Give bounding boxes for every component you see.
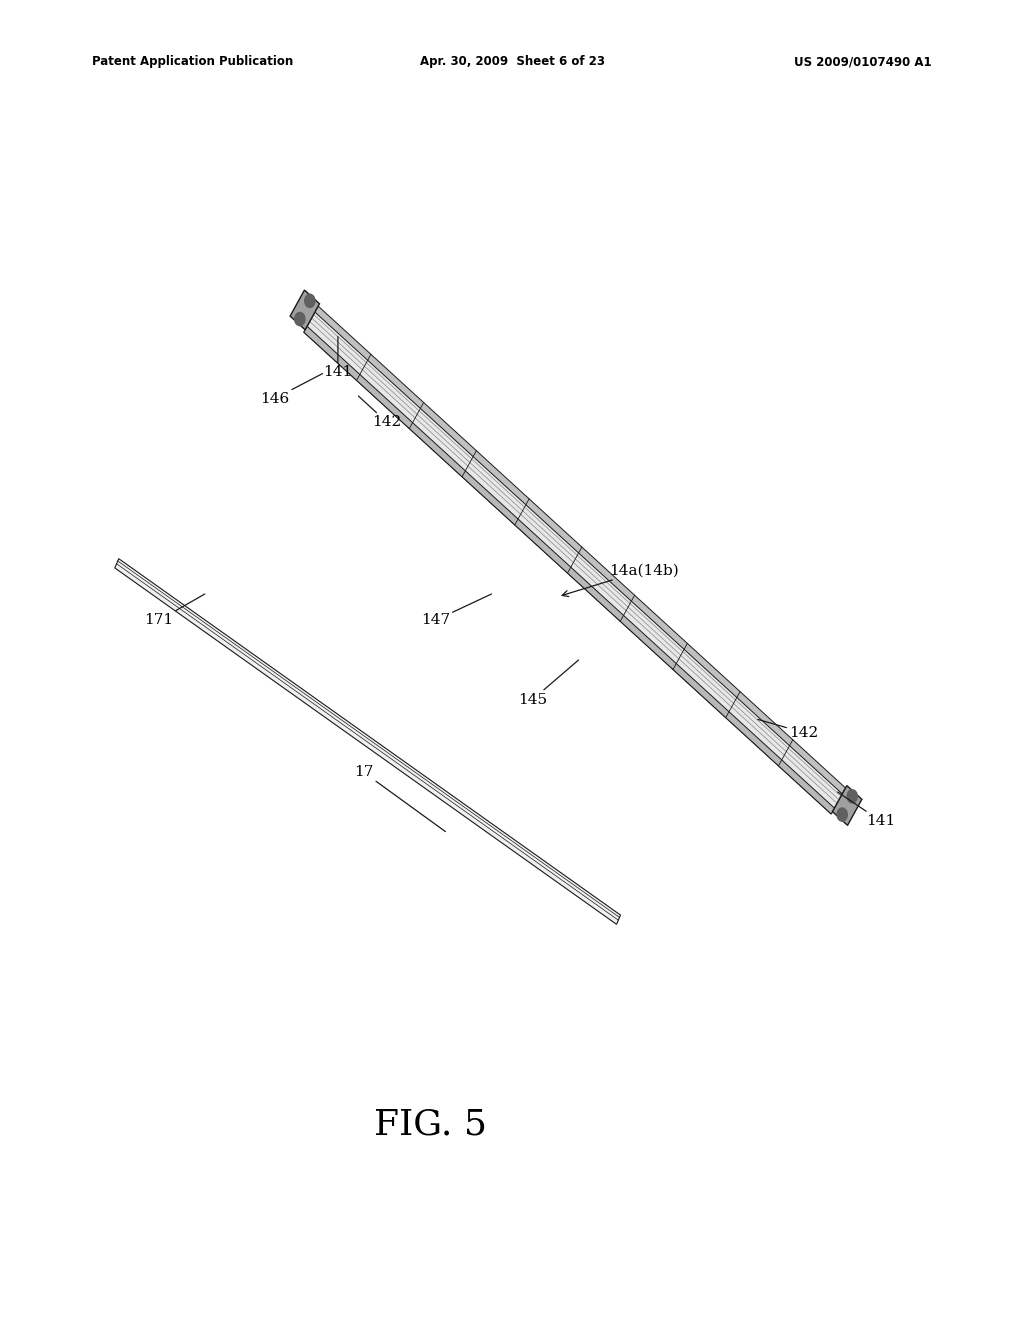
Text: 171: 171	[144, 594, 205, 627]
Polygon shape	[304, 326, 835, 814]
Polygon shape	[290, 290, 319, 330]
Text: Patent Application Publication: Patent Application Publication	[92, 55, 294, 69]
Text: 17: 17	[354, 766, 445, 832]
Text: 142: 142	[358, 396, 401, 429]
Text: 142: 142	[758, 719, 818, 739]
Polygon shape	[304, 309, 844, 814]
Text: 145: 145	[518, 660, 579, 706]
Text: Apr. 30, 2009  Sheet 6 of 23: Apr. 30, 2009 Sheet 6 of 23	[420, 55, 604, 69]
Text: 147: 147	[421, 594, 492, 627]
Polygon shape	[315, 306, 846, 793]
Text: FIG. 5: FIG. 5	[374, 1107, 486, 1142]
Text: 141: 141	[838, 792, 895, 828]
Text: 146: 146	[260, 374, 323, 405]
Polygon shape	[833, 785, 862, 825]
Text: US 2009/0107490 A1: US 2009/0107490 A1	[795, 55, 932, 69]
Circle shape	[847, 789, 857, 803]
Text: 141: 141	[324, 337, 352, 379]
Circle shape	[305, 294, 315, 308]
Circle shape	[295, 313, 305, 326]
Polygon shape	[115, 558, 621, 924]
Text: 14a(14b): 14a(14b)	[562, 564, 679, 597]
Circle shape	[837, 808, 847, 821]
